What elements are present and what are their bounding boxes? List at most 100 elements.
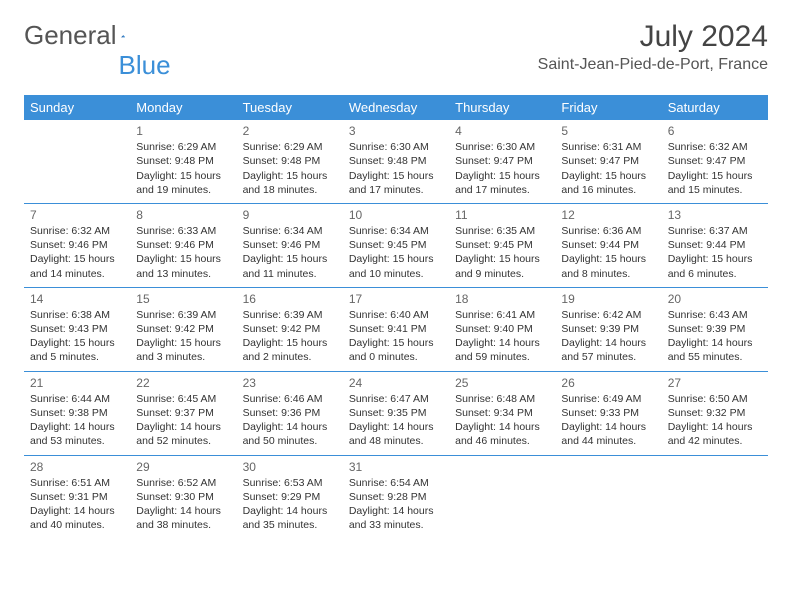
sunrise-text: Sunrise: 6:50 AM xyxy=(668,392,762,406)
daylight-text: Daylight: 14 hours and 35 minutes. xyxy=(243,504,337,532)
day-number: 2 xyxy=(243,123,337,139)
day-number: 6 xyxy=(668,123,762,139)
calendar-day-cell: 10Sunrise: 6:34 AMSunset: 9:45 PMDayligh… xyxy=(343,203,449,287)
calendar-day-cell: 16Sunrise: 6:39 AMSunset: 9:42 PMDayligh… xyxy=(237,287,343,371)
day-number: 7 xyxy=(30,207,124,223)
sunrise-text: Sunrise: 6:30 AM xyxy=(455,140,549,154)
sunrise-text: Sunrise: 6:34 AM xyxy=(243,224,337,238)
daylight-text: Daylight: 15 hours and 14 minutes. xyxy=(30,252,124,280)
calendar-day-cell: 11Sunrise: 6:35 AMSunset: 9:45 PMDayligh… xyxy=(449,203,555,287)
sunset-text: Sunset: 9:45 PM xyxy=(455,238,549,252)
sunset-text: Sunset: 9:42 PM xyxy=(136,322,230,336)
sunset-text: Sunset: 9:47 PM xyxy=(561,154,655,168)
sunset-text: Sunset: 9:37 PM xyxy=(136,406,230,420)
calendar-day-cell: 7Sunrise: 6:32 AMSunset: 9:46 PMDaylight… xyxy=(24,203,130,287)
day-number: 21 xyxy=(30,375,124,391)
sunset-text: Sunset: 9:41 PM xyxy=(349,322,443,336)
sunset-text: Sunset: 9:28 PM xyxy=(349,490,443,504)
daylight-text: Daylight: 14 hours and 53 minutes. xyxy=(30,420,124,448)
day-number: 14 xyxy=(30,291,124,307)
sunset-text: Sunset: 9:33 PM xyxy=(561,406,655,420)
daylight-text: Daylight: 14 hours and 50 minutes. xyxy=(243,420,337,448)
sunrise-text: Sunrise: 6:39 AM xyxy=(136,308,230,322)
calendar-day-cell: 18Sunrise: 6:41 AMSunset: 9:40 PMDayligh… xyxy=(449,287,555,371)
calendar-day-cell: 8Sunrise: 6:33 AMSunset: 9:46 PMDaylight… xyxy=(130,203,236,287)
calendar-day-cell: 1Sunrise: 6:29 AMSunset: 9:48 PMDaylight… xyxy=(130,120,236,203)
sunrise-text: Sunrise: 6:37 AM xyxy=(668,224,762,238)
sunset-text: Sunset: 9:43 PM xyxy=(30,322,124,336)
daylight-text: Daylight: 15 hours and 9 minutes. xyxy=(455,252,549,280)
daylight-text: Daylight: 14 hours and 46 minutes. xyxy=(455,420,549,448)
sunrise-text: Sunrise: 6:49 AM xyxy=(561,392,655,406)
daylight-text: Daylight: 15 hours and 11 minutes. xyxy=(243,252,337,280)
sunrise-text: Sunrise: 6:36 AM xyxy=(561,224,655,238)
sunset-text: Sunset: 9:45 PM xyxy=(349,238,443,252)
sunset-text: Sunset: 9:36 PM xyxy=(243,406,337,420)
daylight-text: Daylight: 14 hours and 48 minutes. xyxy=(349,420,443,448)
sunrise-text: Sunrise: 6:39 AM xyxy=(243,308,337,322)
calendar-day-cell: 28Sunrise: 6:51 AMSunset: 9:31 PMDayligh… xyxy=(24,455,130,538)
sunrise-text: Sunrise: 6:45 AM xyxy=(136,392,230,406)
daylight-text: Daylight: 15 hours and 13 minutes. xyxy=(136,252,230,280)
calendar-day-cell: 29Sunrise: 6:52 AMSunset: 9:30 PMDayligh… xyxy=(130,455,236,538)
calendar-day-cell xyxy=(662,455,768,538)
title-block: July 2024 Saint-Jean-Pied-de-Port, Franc… xyxy=(538,20,768,74)
daylight-text: Daylight: 14 hours and 59 minutes. xyxy=(455,336,549,364)
daylight-text: Daylight: 14 hours and 40 minutes. xyxy=(30,504,124,532)
daylight-text: Daylight: 14 hours and 55 minutes. xyxy=(668,336,762,364)
calendar-day-cell: 31Sunrise: 6:54 AMSunset: 9:28 PMDayligh… xyxy=(343,455,449,538)
sunrise-text: Sunrise: 6:51 AM xyxy=(30,476,124,490)
location: Saint-Jean-Pied-de-Port, France xyxy=(538,56,768,74)
sunset-text: Sunset: 9:46 PM xyxy=(136,238,230,252)
daylight-text: Daylight: 15 hours and 16 minutes. xyxy=(561,169,655,197)
calendar-day-cell: 26Sunrise: 6:49 AMSunset: 9:33 PMDayligh… xyxy=(555,371,661,455)
day-number: 24 xyxy=(349,375,443,391)
daylight-text: Daylight: 15 hours and 18 minutes. xyxy=(243,169,337,197)
calendar-week-row: 1Sunrise: 6:29 AMSunset: 9:48 PMDaylight… xyxy=(24,120,768,203)
sunset-text: Sunset: 9:48 PM xyxy=(136,154,230,168)
sunrise-text: Sunrise: 6:54 AM xyxy=(349,476,443,490)
sunrise-text: Sunrise: 6:41 AM xyxy=(455,308,549,322)
sunrise-text: Sunrise: 6:35 AM xyxy=(455,224,549,238)
calendar-day-cell: 5Sunrise: 6:31 AMSunset: 9:47 PMDaylight… xyxy=(555,120,661,203)
day-number: 26 xyxy=(561,375,655,391)
daylight-text: Daylight: 15 hours and 0 minutes. xyxy=(349,336,443,364)
logo-text-1: General xyxy=(24,20,117,51)
sunrise-text: Sunrise: 6:29 AM xyxy=(243,140,337,154)
daylight-text: Daylight: 14 hours and 44 minutes. xyxy=(561,420,655,448)
calendar-day-cell: 13Sunrise: 6:37 AMSunset: 9:44 PMDayligh… xyxy=(662,203,768,287)
sunset-text: Sunset: 9:48 PM xyxy=(349,154,443,168)
sunrise-text: Sunrise: 6:33 AM xyxy=(136,224,230,238)
daylight-text: Daylight: 14 hours and 52 minutes. xyxy=(136,420,230,448)
daylight-text: Daylight: 15 hours and 17 minutes. xyxy=(455,169,549,197)
daylight-text: Daylight: 14 hours and 38 minutes. xyxy=(136,504,230,532)
daylight-text: Daylight: 15 hours and 3 minutes. xyxy=(136,336,230,364)
calendar-day-cell: 20Sunrise: 6:43 AMSunset: 9:39 PMDayligh… xyxy=(662,287,768,371)
day-number: 23 xyxy=(243,375,337,391)
weekday-header: Sunday xyxy=(24,95,130,120)
logo-icon xyxy=(121,26,126,46)
weekday-header: Friday xyxy=(555,95,661,120)
day-number: 28 xyxy=(30,459,124,475)
day-number: 30 xyxy=(243,459,337,475)
weekday-header: Monday xyxy=(130,95,236,120)
sunset-text: Sunset: 9:44 PM xyxy=(668,238,762,252)
day-number: 19 xyxy=(561,291,655,307)
calendar-day-cell: 27Sunrise: 6:50 AMSunset: 9:32 PMDayligh… xyxy=(662,371,768,455)
daylight-text: Daylight: 15 hours and 19 minutes. xyxy=(136,169,230,197)
day-number: 17 xyxy=(349,291,443,307)
sunset-text: Sunset: 9:34 PM xyxy=(455,406,549,420)
sunrise-text: Sunrise: 6:40 AM xyxy=(349,308,443,322)
sunrise-text: Sunrise: 6:32 AM xyxy=(668,140,762,154)
calendar-day-cell: 21Sunrise: 6:44 AMSunset: 9:38 PMDayligh… xyxy=(24,371,130,455)
daylight-text: Daylight: 15 hours and 8 minutes. xyxy=(561,252,655,280)
calendar-day-cell: 2Sunrise: 6:29 AMSunset: 9:48 PMDaylight… xyxy=(237,120,343,203)
calendar-day-cell: 9Sunrise: 6:34 AMSunset: 9:46 PMDaylight… xyxy=(237,203,343,287)
calendar-week-row: 14Sunrise: 6:38 AMSunset: 9:43 PMDayligh… xyxy=(24,287,768,371)
day-number: 31 xyxy=(349,459,443,475)
sunset-text: Sunset: 9:30 PM xyxy=(136,490,230,504)
sunrise-text: Sunrise: 6:43 AM xyxy=(668,308,762,322)
daylight-text: Daylight: 14 hours and 42 minutes. xyxy=(668,420,762,448)
day-number: 15 xyxy=(136,291,230,307)
sunrise-text: Sunrise: 6:46 AM xyxy=(243,392,337,406)
